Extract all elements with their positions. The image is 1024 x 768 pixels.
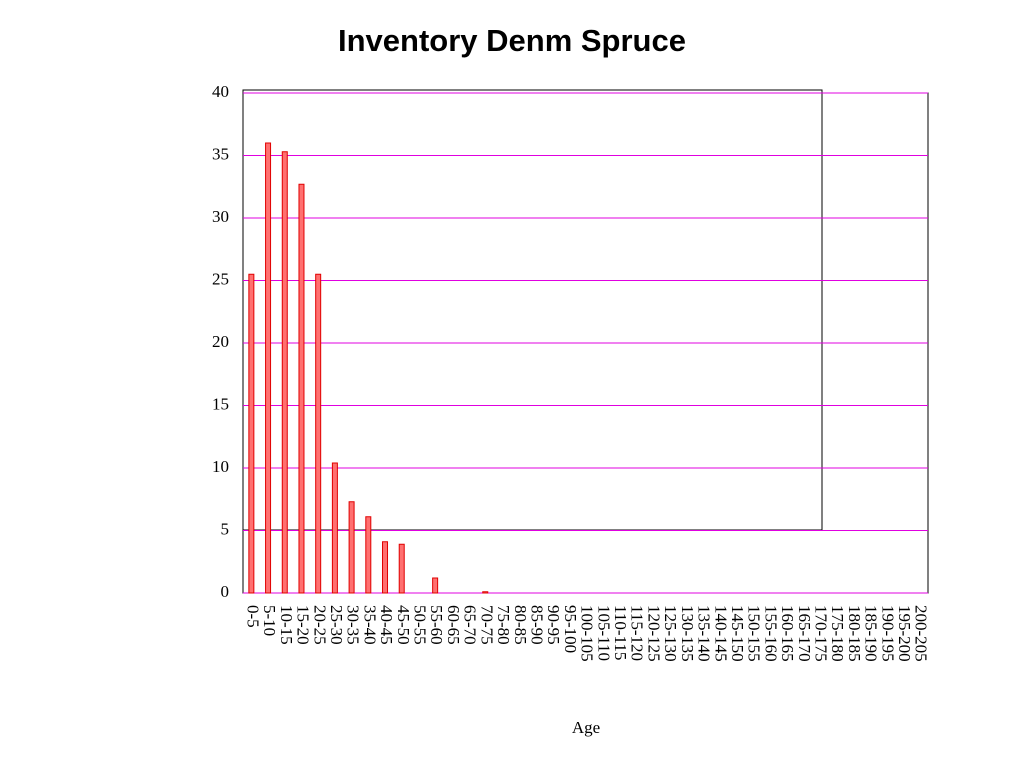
x-tick-label: 30-35 — [344, 605, 363, 645]
x-tick-label: 35-40 — [360, 605, 379, 645]
x-tick-label: 170-175 — [811, 605, 830, 662]
x-tick-label: 90-95 — [544, 605, 563, 645]
y-tick-label: 0 — [221, 582, 230, 601]
y-tick-label: 5 — [221, 519, 230, 538]
x-tick-label: 40-45 — [377, 605, 396, 645]
x-tick-label: 180-185 — [845, 605, 864, 662]
x-tick-label: 155-160 — [761, 605, 780, 662]
x-tick-label: 145-150 — [728, 605, 747, 662]
x-tick-label: 115-120 — [628, 605, 647, 661]
x-tick-label: 55-60 — [427, 605, 446, 645]
y-tick-label: 30 — [212, 207, 229, 226]
x-tick-label: 175-180 — [828, 605, 847, 662]
x-tick-label: 135-140 — [695, 605, 714, 662]
bar — [248, 273, 255, 594]
x-tick-label: 190-195 — [878, 605, 897, 662]
bar — [331, 462, 338, 594]
bar — [398, 543, 405, 594]
x-tick-label: 160-165 — [778, 605, 797, 662]
y-tick-label: 10 — [212, 457, 229, 476]
y-tick-label: 20 — [212, 332, 229, 351]
x-tick-label: 10-15 — [277, 605, 296, 645]
x-tick-label: 105-110 — [594, 605, 613, 661]
y-tick-label: 15 — [212, 394, 229, 413]
bar — [382, 541, 389, 594]
bar — [265, 142, 272, 594]
x-tick-label: 75-80 — [494, 605, 513, 645]
bar — [348, 501, 355, 594]
x-tick-label: 45-50 — [394, 605, 413, 645]
y-tick-label: 40 — [212, 82, 229, 101]
x-tick-label: 110-115 — [611, 605, 630, 660]
x-tick-label: 100-105 — [578, 605, 597, 662]
x-tick-label: 95-100 — [561, 605, 580, 653]
x-tick-label: 120-125 — [644, 605, 663, 662]
x-tick-label: 0-5 — [243, 605, 262, 628]
x-tick-label: 130-135 — [678, 605, 697, 662]
x-axis-label: Age — [572, 718, 600, 737]
bar — [298, 183, 305, 594]
x-tick-label: 150-155 — [745, 605, 764, 662]
y-tick-label: 25 — [212, 269, 229, 288]
x-tick-label: 65-70 — [461, 605, 480, 645]
y-tick-label: 35 — [212, 144, 229, 163]
bar — [365, 516, 372, 594]
x-tick-label: 20-25 — [310, 605, 329, 645]
chart-title: Inventory Denm Spruce — [338, 23, 686, 58]
x-tick-label: 70-75 — [477, 605, 496, 645]
x-tick-label: 85-90 — [527, 605, 546, 645]
bar — [432, 577, 439, 594]
x-tick-label: 125-130 — [661, 605, 680, 662]
x-tick-label: 15-20 — [294, 605, 313, 645]
x-tick-label: 165-170 — [795, 605, 814, 662]
x-tick-label: 50-55 — [411, 605, 430, 645]
bar — [482, 591, 489, 594]
bar — [315, 273, 322, 594]
x-tick-label: 25-30 — [327, 605, 346, 645]
x-tick-label: 80-85 — [511, 605, 530, 645]
x-tick-label: 185-190 — [862, 605, 881, 662]
bar — [281, 151, 288, 594]
x-tick-label: 195-200 — [895, 605, 914, 662]
x-tick-label: 60-65 — [444, 605, 463, 645]
x-tick-label: 200-205 — [912, 605, 931, 662]
x-tick-label: 5-10 — [260, 605, 279, 636]
x-tick-label: 140-145 — [711, 605, 730, 662]
